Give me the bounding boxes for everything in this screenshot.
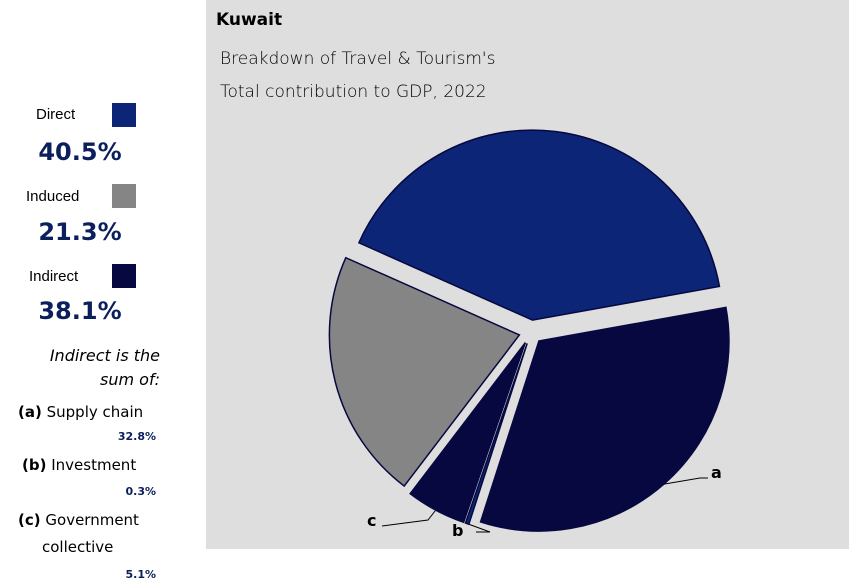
leader-line-c <box>381 509 437 527</box>
pie-slice-c <box>409 342 527 524</box>
component-c-key: (c) <box>18 511 41 529</box>
pie-slice-a <box>479 306 730 532</box>
legend-value-indirect: 38.1% <box>38 297 122 325</box>
component-a-label: Supply chain <box>46 403 144 421</box>
component-b: (b) Investment <box>22 456 136 474</box>
pie-slice-direct <box>357 129 721 321</box>
component-c-label: Government <box>45 511 139 529</box>
component-c: (c) Government <box>18 511 139 529</box>
component-b-key: (b) <box>22 456 47 474</box>
leader-line-b <box>467 523 491 533</box>
legend-swatch-direct <box>112 103 136 127</box>
legend-label-induced: Induced <box>26 188 80 205</box>
component-c-value: 5.1% <box>125 568 156 581</box>
component-c-label2: collective <box>42 538 114 556</box>
leader-line-a <box>663 477 708 485</box>
chart-subtitle-line1: Breakdown of Travel & Tourism's <box>220 49 496 69</box>
legend-label-direct: Direct <box>36 106 76 123</box>
legend-value-direct: 40.5% <box>38 138 122 166</box>
chart-title: Kuwait <box>216 10 283 30</box>
indirect-note-line1: Indirect is the <box>49 346 160 365</box>
callout-label-b: b <box>452 521 463 540</box>
pie-slice-induced <box>328 256 521 488</box>
component-b-label: Investment <box>51 456 137 474</box>
callout-label-a: a <box>711 463 722 482</box>
component-a-key: (a) <box>18 403 42 421</box>
component-b-value: 0.3% <box>125 485 156 498</box>
legend-swatch-indirect <box>112 264 136 288</box>
legend-swatch-induced <box>112 184 136 208</box>
indirect-note-line2: sum of: <box>100 370 160 389</box>
legend-value-induced: 21.3% <box>38 218 122 246</box>
chart-subtitle-line2: Total contribution to GDP, 2022 <box>220 82 487 102</box>
component-a-value: 32.8% <box>117 430 156 443</box>
callout-label-c: c <box>367 511 376 530</box>
component-a: (a) Supply chain <box>18 403 143 421</box>
legend-label-indirect: Indirect <box>29 268 79 285</box>
